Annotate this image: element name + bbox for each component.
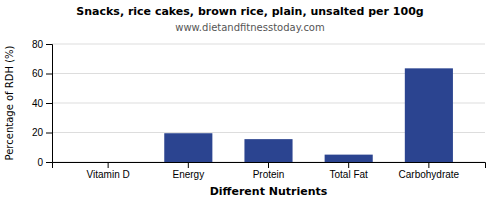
x-tick-mark bbox=[428, 162, 429, 168]
x-tick-mark bbox=[348, 162, 349, 168]
x-tick-label: Vitamin D bbox=[87, 169, 130, 180]
chart: Snacks, rice cakes, brown rice, plain, u… bbox=[0, 0, 500, 200]
x-axis-title: Different Nutrients bbox=[210, 185, 328, 198]
plot: 0 20 40 60 80 Vitamin D Energy Protein Total Fat… bbox=[32, 39, 486, 180]
bar bbox=[325, 155, 373, 162]
y-axis-title: Percentage of RDH (%) bbox=[4, 45, 15, 160]
y-tick-mark bbox=[46, 133, 52, 134]
y-tick-label: 20 bbox=[32, 127, 44, 138]
x-tick-label: Protein bbox=[253, 169, 285, 180]
y-tick: 40 bbox=[32, 98, 52, 109]
y-tick-label: 0 bbox=[37, 157, 43, 168]
y-tick-mark bbox=[46, 74, 52, 75]
y-tick-mark bbox=[46, 162, 52, 163]
y-tick-label: 40 bbox=[32, 98, 44, 109]
y-tick: 80 bbox=[32, 39, 52, 50]
grid bbox=[52, 44, 485, 162]
y-tick-mark bbox=[46, 103, 52, 104]
y-axis: 0 20 40 60 80 bbox=[32, 39, 53, 168]
title: Snacks, rice cakes, brown rice, plain, u… bbox=[76, 5, 423, 18]
y-tick-label: 80 bbox=[32, 39, 44, 50]
grid-line bbox=[52, 44, 485, 45]
subtitle: www.dietandfitnesstoday.com bbox=[175, 22, 324, 33]
y-tick: 0 bbox=[37, 157, 52, 168]
x-tick-mark bbox=[108, 162, 109, 168]
bar bbox=[84, 162, 132, 163]
x-tick: Total Fat bbox=[330, 162, 369, 180]
bar bbox=[405, 68, 453, 162]
y-tick-label: 60 bbox=[32, 68, 44, 79]
x-tick-label: Energy bbox=[172, 169, 204, 180]
x-tick-mark bbox=[188, 162, 189, 168]
x-axis: Vitamin D Energy Protein Total Fat Carbohydr… bbox=[53, 162, 486, 180]
x-tick: Protein bbox=[253, 162, 285, 180]
x-tick-label: Carbohydrate bbox=[399, 169, 460, 180]
x-tick: Vitamin D bbox=[87, 162, 130, 180]
bars bbox=[164, 68, 453, 162]
x-tick: Energy bbox=[172, 162, 204, 180]
x-tick-label: Total Fat bbox=[330, 169, 369, 180]
x-tick-mark bbox=[268, 162, 269, 168]
x-axis-line bbox=[53, 163, 486, 169]
y-axis-line bbox=[46, 45, 53, 163]
y-tick: 20 bbox=[32, 127, 52, 138]
bar bbox=[164, 133, 212, 162]
bar bbox=[244, 139, 292, 162]
y-tick: 60 bbox=[32, 68, 52, 79]
x-tick: Carbohydrate bbox=[399, 162, 460, 180]
y-tick-mark bbox=[46, 44, 52, 45]
